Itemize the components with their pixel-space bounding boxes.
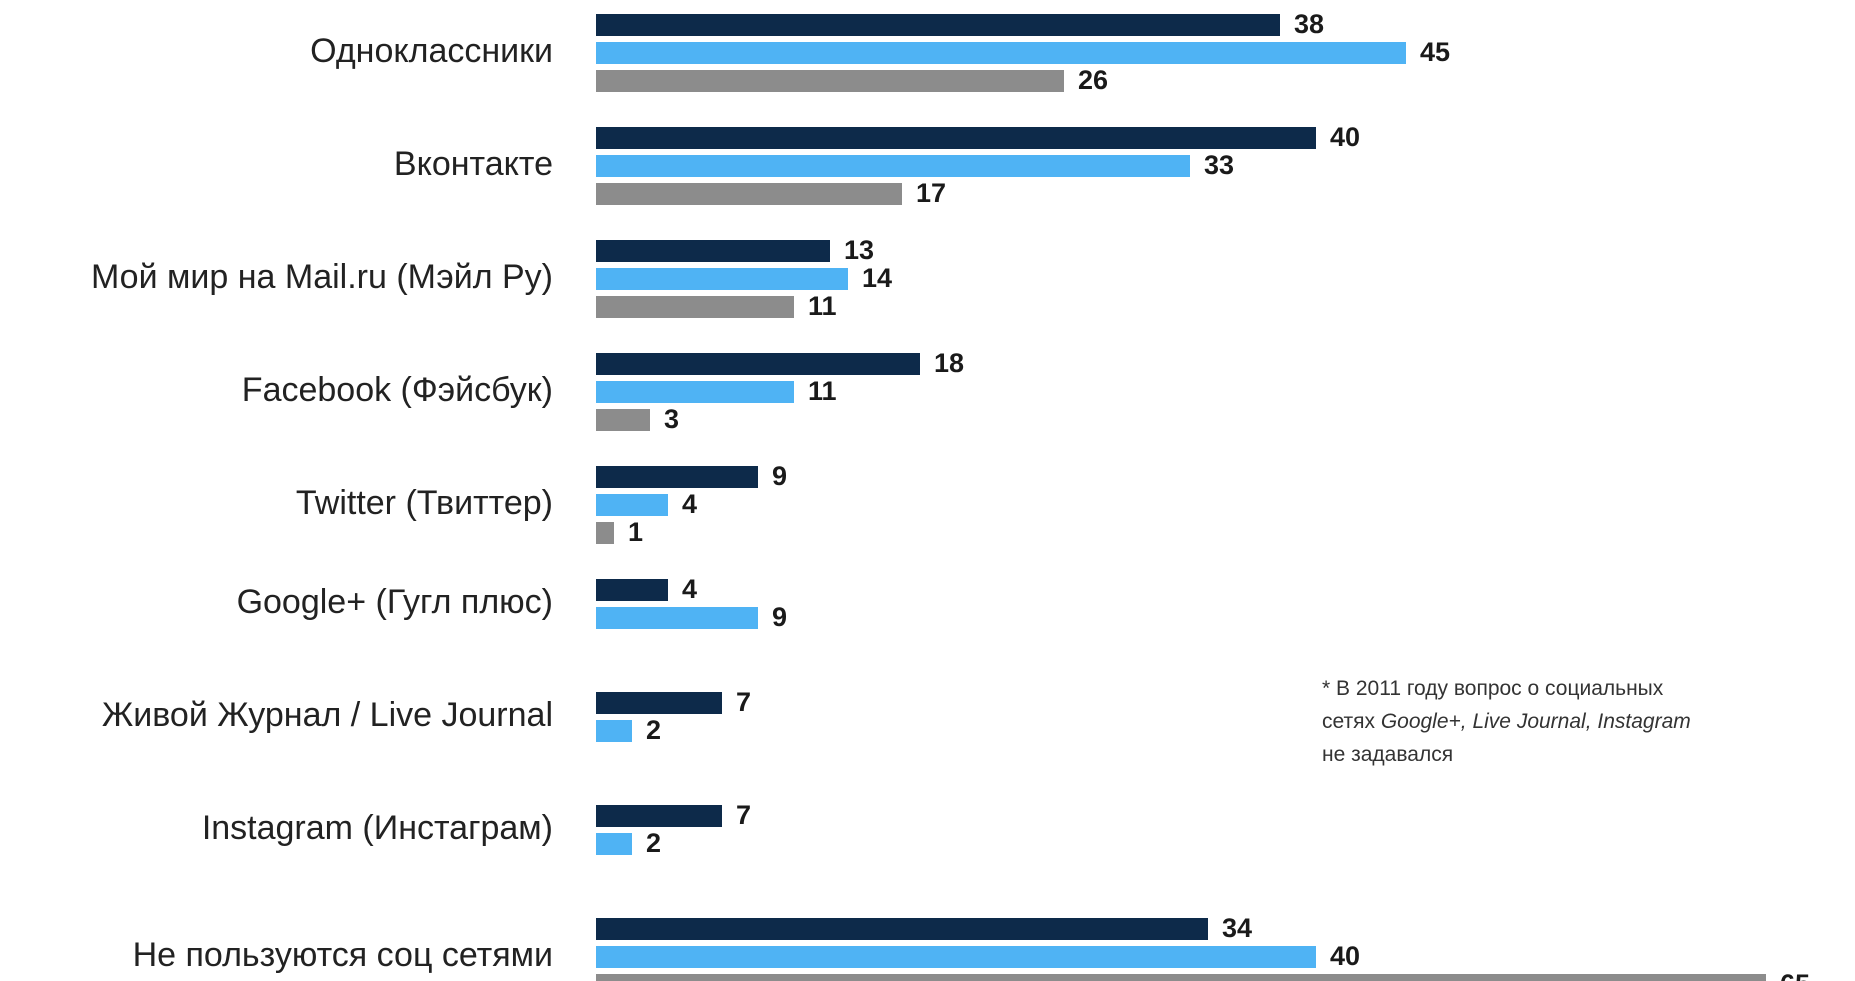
footnote-line-3: не задавался — [1322, 743, 1454, 766]
data-label: 45 — [1420, 37, 1450, 67]
data-label: 7 — [736, 800, 751, 830]
category-label: Вконтакте — [394, 145, 553, 183]
bar — [596, 409, 650, 431]
data-label: 18 — [934, 348, 964, 378]
category-label: Google+ (Гугл плюс) — [237, 583, 553, 621]
data-label: 40 — [1330, 122, 1360, 152]
footnote: * В 2011 году вопрос о социальных сетях … — [1322, 672, 1842, 771]
data-label: 9 — [772, 461, 787, 491]
data-label: 4 — [682, 489, 697, 519]
bar — [596, 240, 830, 262]
data-label: 4 — [682, 574, 697, 604]
data-label: 7 — [736, 687, 751, 717]
data-label: 14 — [862, 263, 892, 293]
data-label: 1 — [628, 517, 643, 547]
category-label: Одноклассники — [310, 32, 553, 70]
bar — [596, 353, 920, 375]
bar — [596, 466, 758, 488]
category-label: Facebook (Фэйсбук) — [242, 371, 553, 409]
data-label: 26 — [1078, 65, 1108, 95]
footnote-line-2: сетях Google+, Live Journal, Instagram — [1322, 705, 1842, 738]
bar — [596, 833, 632, 855]
bar — [596, 579, 668, 601]
data-label: 2 — [646, 828, 661, 858]
bar — [596, 155, 1190, 177]
data-label: 33 — [1204, 150, 1234, 180]
bar — [596, 692, 722, 714]
bar — [596, 70, 1064, 92]
footnote-line-2-italic: Google+, Live Journal, Instagram — [1380, 710, 1691, 733]
bar — [596, 974, 1766, 981]
data-label: 11 — [808, 376, 837, 406]
data-label: 9 — [772, 602, 787, 632]
bar — [596, 296, 794, 318]
data-label: 13 — [844, 235, 874, 265]
data-label: 3 — [664, 404, 679, 434]
bar — [596, 494, 668, 516]
value-labels: 38452640331713141118113941497272344065 — [628, 9, 1810, 981]
bars — [596, 14, 1766, 981]
category-label: Живой Журнал / Live Journal — [102, 696, 553, 734]
footnote-line-2-prefix: сетях — [1322, 710, 1381, 733]
data-label: 11 — [808, 291, 837, 321]
bar — [596, 805, 722, 827]
data-label: 65 — [1780, 969, 1810, 981]
bar — [596, 14, 1280, 36]
bar — [596, 127, 1316, 149]
bar — [596, 946, 1316, 968]
bar — [596, 42, 1406, 64]
data-label: 17 — [916, 178, 946, 208]
data-label: 38 — [1294, 9, 1324, 39]
category-label: Не пользуются соц сетями — [133, 936, 553, 974]
data-label: 40 — [1330, 941, 1360, 971]
bar — [596, 720, 632, 742]
category-label: Instagram (Инстаграм) — [202, 809, 553, 847]
bar — [596, 607, 758, 629]
bar — [596, 268, 848, 290]
bar — [596, 522, 614, 544]
bar — [596, 918, 1208, 940]
category-label: Мой мир на Mail.ru (Мэйл Ру) — [91, 258, 553, 296]
footnote-line-1: * В 2011 году вопрос о социальных — [1322, 677, 1664, 700]
category-label: Twitter (Твиттер) — [296, 484, 553, 522]
bar — [596, 183, 902, 205]
category-labels: Одноклассники Вконтакте Мой мир на Mail.ru… — [91, 32, 553, 974]
data-label: 34 — [1222, 913, 1252, 943]
bar — [596, 381, 794, 403]
data-label: 2 — [646, 715, 661, 745]
